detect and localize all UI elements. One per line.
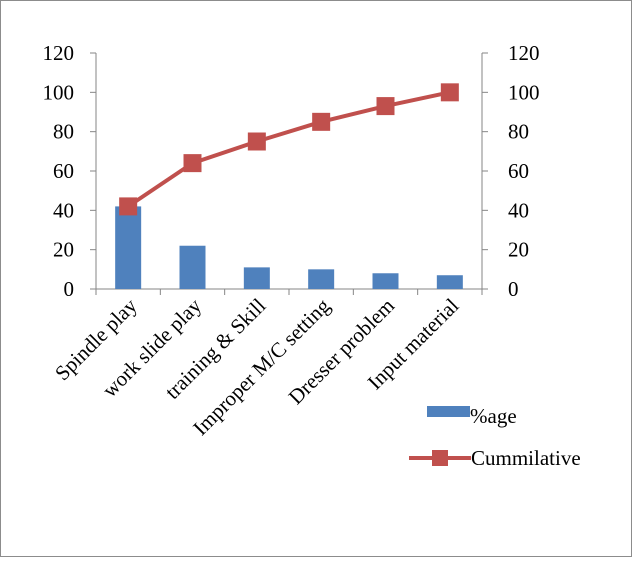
- right-axis-tick-label: 40: [508, 198, 529, 222]
- cumulative-line: [127, 90, 451, 209]
- bar: [308, 269, 335, 289]
- left-axis-tick-label: 40: [53, 198, 74, 222]
- cumulative-point: [376, 97, 395, 116]
- left-axis-tick-label: 120: [43, 41, 75, 65]
- bar: [243, 267, 270, 289]
- legend-line-marker: [432, 450, 448, 466]
- line-layer: [119, 83, 459, 216]
- cumulative-point: [247, 132, 266, 151]
- legend-bar-label: %age: [470, 404, 517, 428]
- right-axis-tick-label: 80: [508, 120, 529, 144]
- cumulative-point: [312, 112, 331, 131]
- left-axis-tick-label: 0: [64, 277, 75, 301]
- bar: [115, 206, 142, 289]
- bar: [179, 245, 206, 289]
- legend: %age Cummilative: [409, 404, 581, 470]
- bars-layer: [115, 206, 463, 289]
- bar: [436, 275, 463, 289]
- left-axis-tick-label: 80: [53, 120, 74, 144]
- cumulative-point: [440, 83, 459, 102]
- cumulative-point: [183, 154, 202, 173]
- left-axis-tick-label: 60: [53, 159, 74, 183]
- right-axis-tick-label: 100: [508, 80, 540, 104]
- right-axis-tick-label: 120: [508, 41, 540, 65]
- left-axis-tick-label: 100: [43, 80, 75, 104]
- right-axis-tick-label: 0: [508, 277, 519, 301]
- cumulative-point: [119, 197, 138, 216]
- left-axis-tick-label: 20: [53, 238, 74, 262]
- legend-bar-swatch: [427, 406, 470, 417]
- axes-layer: [90, 52, 488, 295]
- right-axis-tick-label: 60: [508, 159, 529, 183]
- bar: [372, 273, 399, 289]
- right-axis-tick-label: 20: [508, 238, 529, 262]
- legend-line-label: Cummilative: [471, 446, 581, 470]
